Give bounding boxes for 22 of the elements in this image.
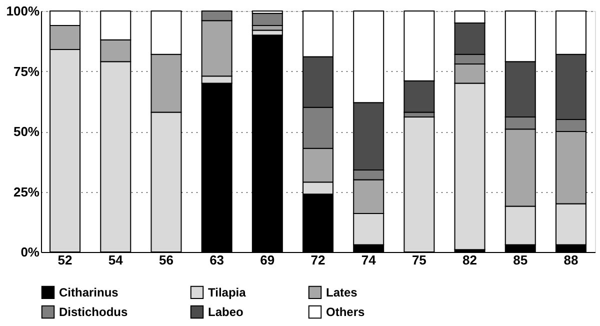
- x-tick-label: 63: [210, 252, 224, 268]
- x-tick-label: 72: [310, 252, 326, 268]
- legend-label: Others: [326, 305, 366, 319]
- x-tick-label: 82: [462, 252, 478, 268]
- legend-label: Lates: [326, 285, 358, 300]
- legend-label: Citharinus: [59, 285, 119, 300]
- x-tick-label: 54: [108, 252, 124, 268]
- x-tick-label: 85: [513, 252, 528, 268]
- x-tick-label: 69: [260, 252, 275, 268]
- x-tick-label: 56: [158, 252, 174, 268]
- x-tick-label: 52: [58, 252, 72, 268]
- legend-label: Distichodus: [59, 305, 128, 319]
- y-tick-label: 0%: [20, 244, 40, 260]
- x-tick-label: 88: [564, 252, 578, 268]
- legend-label: Labeo: [208, 305, 244, 319]
- y-tick-label: 50%: [13, 124, 40, 139]
- x-tick-label: 74: [361, 252, 377, 268]
- x-tick-label: 75: [412, 252, 426, 268]
- y-tick-label: 25%: [13, 184, 40, 200]
- legend-label: Tilapia: [208, 285, 246, 300]
- y-tick-label: 100%: [6, 4, 40, 18]
- y-tick-label: 75%: [13, 64, 40, 79]
